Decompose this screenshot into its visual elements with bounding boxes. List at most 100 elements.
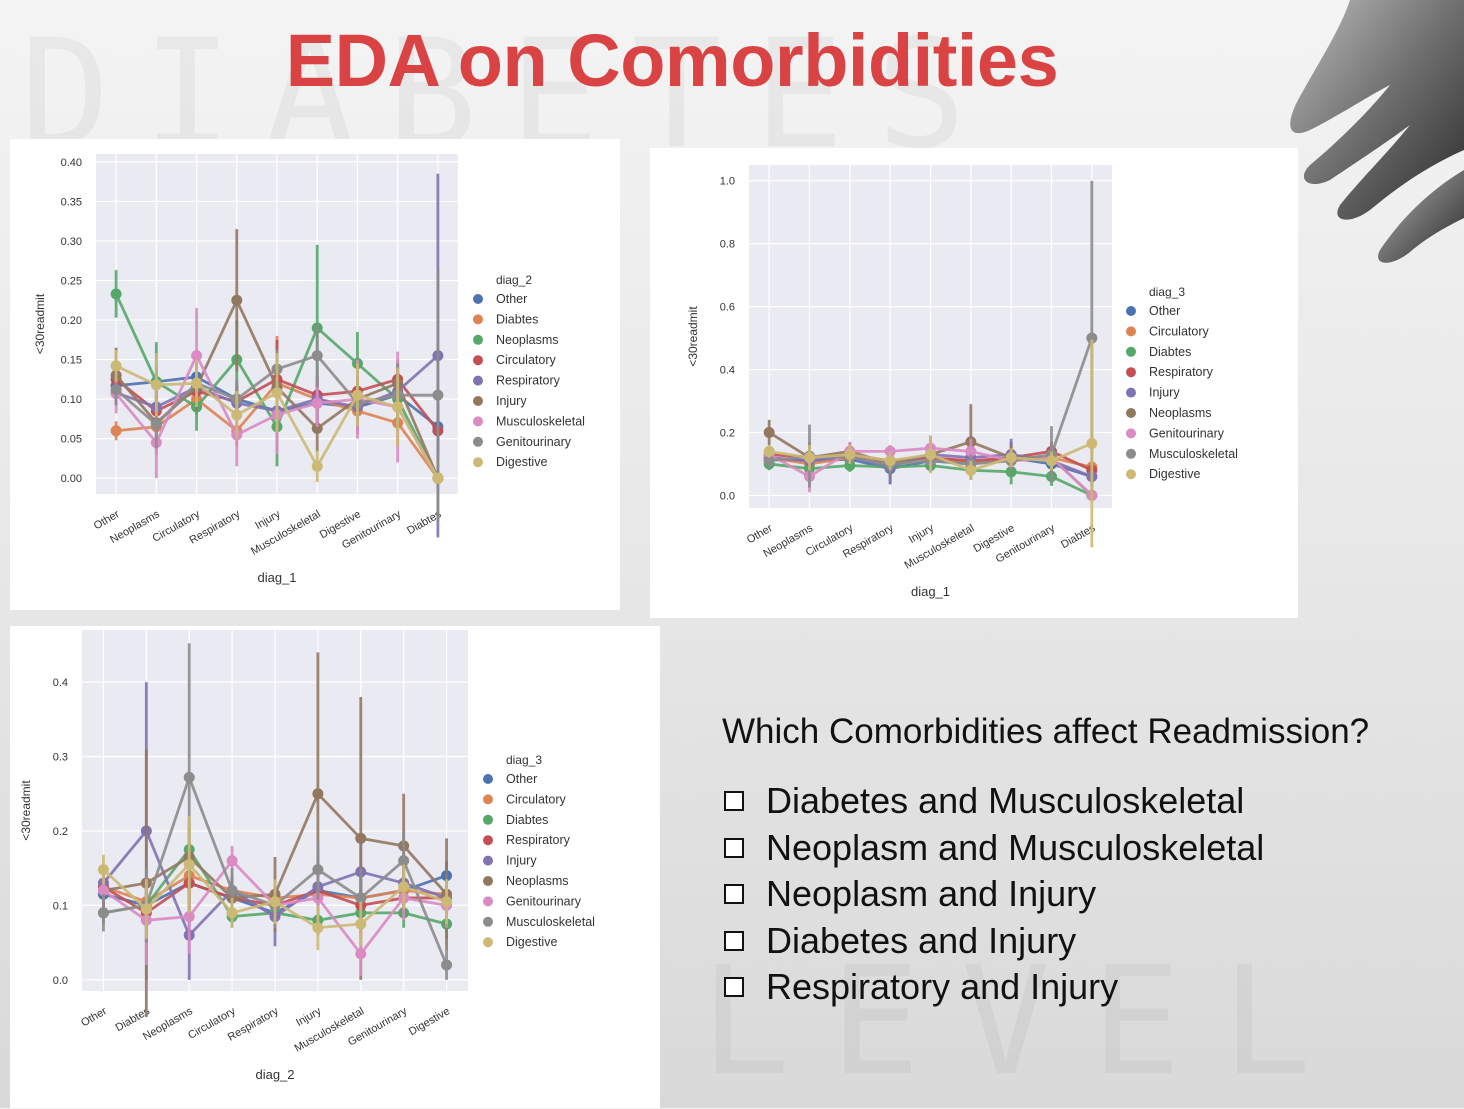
legend-marker: [1126, 326, 1136, 337]
legend-label: Respiratory: [496, 374, 561, 388]
legend-label: Other: [1149, 304, 1180, 318]
data-point: [763, 445, 775, 457]
legend-marker: [473, 416, 483, 427]
legend-marker: [483, 774, 493, 784]
y-tick-label: 0.3: [53, 752, 68, 764]
option-item[interactable]: Diabetes and Injury: [724, 918, 1264, 965]
data-point: [1086, 437, 1098, 449]
option-item[interactable]: Neoplasm and Musculoskeletal: [724, 825, 1264, 872]
data-point: [355, 832, 367, 844]
y-axis-label: <30readmit: [19, 780, 33, 841]
checkbox-icon[interactable]: [724, 884, 744, 905]
legend-label: Musculoskeletal: [496, 414, 585, 428]
option-item[interactable]: Neoplasm and Injury: [724, 871, 1264, 918]
x-tick-label: Neoplasms: [141, 1005, 195, 1043]
legend-label: Digestive: [506, 935, 557, 949]
legend-title: diag_3: [1149, 285, 1185, 299]
data-point: [355, 918, 367, 930]
question-text: Which Comorbidities affect Readmission?: [722, 712, 1370, 751]
legend-label: Respiratory: [506, 833, 571, 847]
y-tick-label: 0.4: [53, 677, 68, 689]
data-point: [351, 389, 363, 401]
data-point: [97, 864, 109, 876]
option-label: Neoplasm and Musculoskeletal: [766, 826, 1265, 868]
data-point: [763, 426, 775, 438]
legend-marker: [483, 855, 493, 866]
data-point: [226, 907, 238, 919]
y-tick-label: 0.05: [61, 434, 82, 446]
legend-label: Musculoskeletal: [506, 915, 595, 929]
x-tick-label: Other: [745, 522, 775, 546]
option-item[interactable]: Respiratory and Injury: [724, 964, 1264, 1011]
x-axis-label: diag_2: [255, 1067, 294, 1082]
data-point: [1005, 466, 1017, 478]
y-tick-label: 0.6: [720, 302, 735, 314]
legend-marker: [483, 794, 493, 805]
y-tick-label: 1.0: [720, 176, 735, 188]
data-point: [763, 455, 775, 467]
legend-marker: [473, 355, 483, 366]
y-tick-label: 0.2: [720, 427, 735, 439]
data-point: [269, 896, 281, 908]
legend-marker: [1126, 387, 1136, 398]
legend-label: Circulatory: [1149, 324, 1209, 338]
legend-label: Diabtes: [1149, 345, 1191, 359]
legend-label: Neoplasms: [496, 333, 559, 347]
option-label: Respiratory and Injury: [766, 966, 1119, 1007]
data-point: [311, 460, 323, 472]
checkbox-icon[interactable]: [724, 837, 744, 858]
options-list: Diabetes and Musculoskeletal Neoplasm an…: [724, 778, 1264, 1011]
data-point: [1046, 455, 1057, 467]
y-tick-label: 0.10: [61, 394, 82, 406]
slide-title: EDA on Comorbidities: [285, 19, 1059, 102]
legend-label: Injury: [496, 394, 527, 408]
y-tick-label: 0.15: [61, 355, 82, 367]
option-item[interactable]: Diabetes and Musculoskeletal: [724, 778, 1264, 825]
data-point: [804, 452, 815, 464]
y-tick-label: 0.2: [53, 826, 68, 838]
data-point: [231, 409, 243, 421]
option-label: Diabetes and Injury: [766, 919, 1077, 961]
chart-diag1-diag3: 0.0 0.2 0.4 0.6 0.8 1.0 Other Neoplasms Circulat…: [686, 165, 1238, 599]
checkbox-icon[interactable]: [724, 791, 744, 812]
data-point: [110, 288, 122, 300]
series-digestive: [110, 350, 444, 484]
legend-label: Other: [496, 292, 527, 306]
data-point: [191, 350, 203, 362]
legend-marker: [1126, 428, 1136, 439]
data-point: [226, 885, 238, 897]
data-point: [311, 397, 323, 409]
legend-label: Neoplasms: [506, 874, 569, 888]
data-point: [392, 401, 404, 413]
data-point: [965, 464, 977, 476]
checkbox-icon[interactable]: [724, 930, 744, 951]
series-digestive: [97, 816, 453, 951]
chart-panel-1: 0.00 0.05 0.10 0.15 0.20 0.25 0.30 0.35 0.40 Othe…: [10, 139, 620, 610]
legend-marker: [1126, 469, 1136, 480]
data-point: [191, 377, 203, 389]
legend-label: Digestive: [496, 455, 547, 469]
data-point: [183, 911, 195, 923]
y-tick-label: 0.00: [61, 473, 82, 485]
legend-marker: [473, 294, 483, 304]
y-tick-label: 0.8: [720, 239, 735, 251]
y-tick-label: 0.25: [61, 276, 82, 288]
data-point: [432, 472, 444, 484]
x-tick-label: Other: [92, 508, 122, 532]
legend-label: Genitourinary: [506, 894, 582, 908]
legend-marker: [473, 375, 483, 386]
legend-marker: [483, 896, 493, 907]
legend-marker: [1126, 306, 1136, 316]
legend-marker: [483, 937, 493, 948]
data-point: [844, 460, 856, 472]
legend-label: Neoplasms: [1149, 406, 1212, 420]
x-tick-label: Injury: [907, 522, 937, 546]
data-point: [97, 885, 109, 897]
checkbox-icon[interactable]: [724, 977, 744, 998]
option-label: Diabetes and Musculoskeletal: [766, 780, 1245, 821]
legend-label: Circulatory: [506, 792, 566, 806]
legend-label: Genitourinary: [496, 435, 572, 449]
chart-diag1-diag2: 0.00 0.05 0.10 0.15 0.20 0.25 0.30 0.35 0.40 Othe…: [33, 154, 585, 585]
legend-label: Injury: [506, 854, 537, 868]
x-axis-label: diag_1: [911, 584, 950, 599]
